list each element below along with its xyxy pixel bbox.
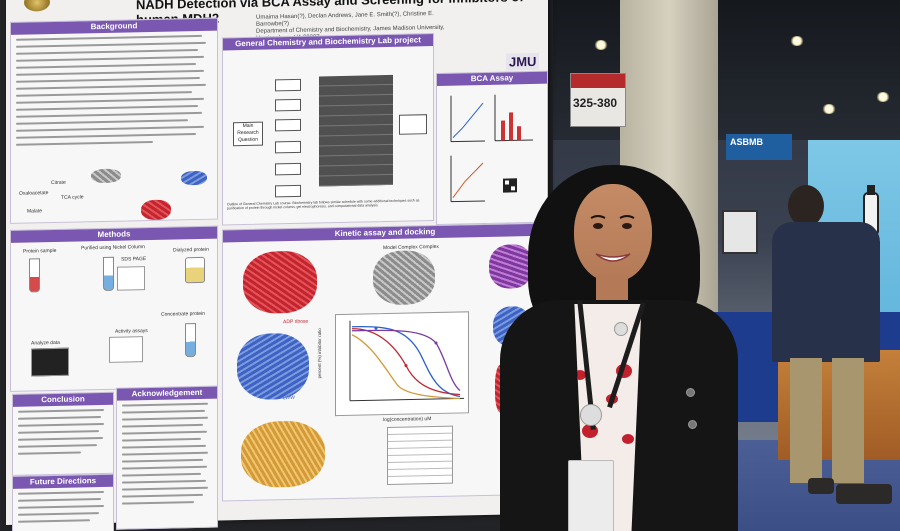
section-header: Background (11, 18, 217, 35)
sds-page-label: SDS PAGE (121, 256, 147, 263)
ceiling-light (594, 40, 608, 50)
man-shoe (808, 478, 834, 494)
protein-structure-icon (91, 168, 121, 184)
sample-tube-icon (29, 258, 40, 293)
acknowledgement-section: Acknowledgement (116, 385, 218, 530)
paragraph-text (16, 34, 212, 151)
section-header: BCA Assay (437, 71, 547, 86)
university-seal-icon (24, 0, 50, 12)
tca-cycle-label: TCA cycle (61, 194, 84, 201)
blouse-flower-print (574, 370, 586, 380)
malate-label: Malate (27, 208, 43, 215)
ceiling-light (822, 104, 836, 114)
flow-step-box (275, 78, 301, 92)
column-icon (103, 256, 114, 291)
section-header: Acknowledgement (117, 386, 217, 401)
general-chemistry-section: General Chemistry and Biochemistry Lab p… (222, 33, 434, 226)
flow-step-box (275, 118, 301, 132)
main-research-box: Main Research Question (233, 121, 263, 147)
course-schedule-table (319, 74, 393, 187)
protein-ribbon-gold (241, 420, 325, 489)
blazer-button (688, 420, 697, 429)
bca-assay-section: BCA Assay (436, 70, 548, 225)
section-header: Kinetic assay and docking (223, 223, 547, 243)
man-head (788, 185, 824, 227)
research-poster: NADH Detection via BCA Assay and Screeni… (6, 0, 548, 531)
blazer-button (686, 388, 695, 397)
flow-step-box (275, 98, 301, 112)
concentrator-tube-icon (185, 323, 196, 358)
conclusion-section: Conclusion (12, 391, 114, 476)
inhibition-curve-chart (335, 311, 469, 417)
easel-board (722, 210, 758, 254)
gel-image-icon (117, 266, 145, 291)
jmu-logo: JMU (506, 52, 540, 71)
bca-assay-plots (450, 94, 533, 203)
lanyard-pin (614, 322, 628, 336)
ceiling-light (876, 92, 890, 102)
paragraph-text (18, 408, 108, 460)
outline-caption: Outline of General Chemistry Lab course.… (227, 198, 420, 211)
y-axis-label: percent (%) inhibitor ratio (317, 328, 322, 379)
lww-label: LWW (283, 394, 295, 402)
blouse-flower-print (622, 434, 634, 444)
section-header: General Chemistry and Biochemistry Lab p… (223, 34, 433, 51)
model-label: Model Complex Complex (383, 243, 439, 252)
protein-ribbon-purple (489, 243, 533, 289)
activity-label: Activity assays (115, 328, 148, 335)
protein-structure-icon (141, 199, 171, 221)
man-shoe (836, 484, 892, 504)
protein-ribbon-blue (237, 332, 309, 401)
badge-clip (580, 404, 602, 426)
protein-ribbon-grey (373, 250, 435, 306)
protein-ribbon-red (243, 250, 317, 315)
room-sign-band (571, 74, 625, 88)
plate-reader-icon (109, 336, 143, 363)
purified-label: Purified using Nickel Column (81, 244, 145, 252)
man-pants-left (790, 358, 822, 483)
dialysis-cup-icon (185, 256, 205, 284)
dialyzed-label: Dialyzed protein (173, 246, 209, 254)
paragraph-text (18, 490, 108, 528)
flow-step-box (275, 184, 301, 198)
oxaloacetate-label: Oxaloacetate (19, 190, 49, 197)
future-directions-section: Future Directions (12, 473, 114, 531)
kinetic-docking-section: Kinetic assay and docking ADP ribose Mod… (222, 222, 548, 502)
flow-step-box (275, 140, 301, 154)
background-section: Background Citrate Oxaloacetate TCA cycl… (10, 17, 218, 224)
name-badge (568, 460, 614, 531)
citrate-label: Citrate (51, 179, 66, 187)
protein-structure-icon (181, 170, 207, 186)
paragraph-text (122, 402, 212, 510)
woman-face (574, 184, 652, 282)
inhibition-curve-svg (349, 320, 464, 402)
methods-section: Methods Protein sample Purified using Ni… (10, 225, 218, 392)
section-header: Conclusion (13, 392, 113, 407)
section-header: Methods (11, 226, 217, 243)
woman-facial-features (590, 215, 635, 262)
ceiling-light (790, 36, 804, 46)
flow-step-box (399, 114, 427, 135)
section-header: Future Directions (13, 474, 113, 489)
booth-sign: ASBMB (726, 134, 792, 160)
man-jacket (772, 222, 880, 362)
man-pants-right (832, 358, 864, 483)
x-axis-label: log(concentration) uM (383, 416, 432, 424)
room-number-text: 325-380 (573, 96, 618, 110)
concentrate-label: Concentrate protein (161, 310, 205, 318)
room-number-sign: 325-380 (570, 73, 626, 127)
adp-ribose-label: ADP ribose (283, 318, 309, 326)
ic50-table (387, 425, 453, 486)
analyze-data-label: Analyze data (31, 339, 60, 347)
protein-sample-label: Protein sample (23, 247, 57, 255)
computer-monitor-icon (31, 347, 69, 377)
flow-step-box (275, 162, 301, 176)
